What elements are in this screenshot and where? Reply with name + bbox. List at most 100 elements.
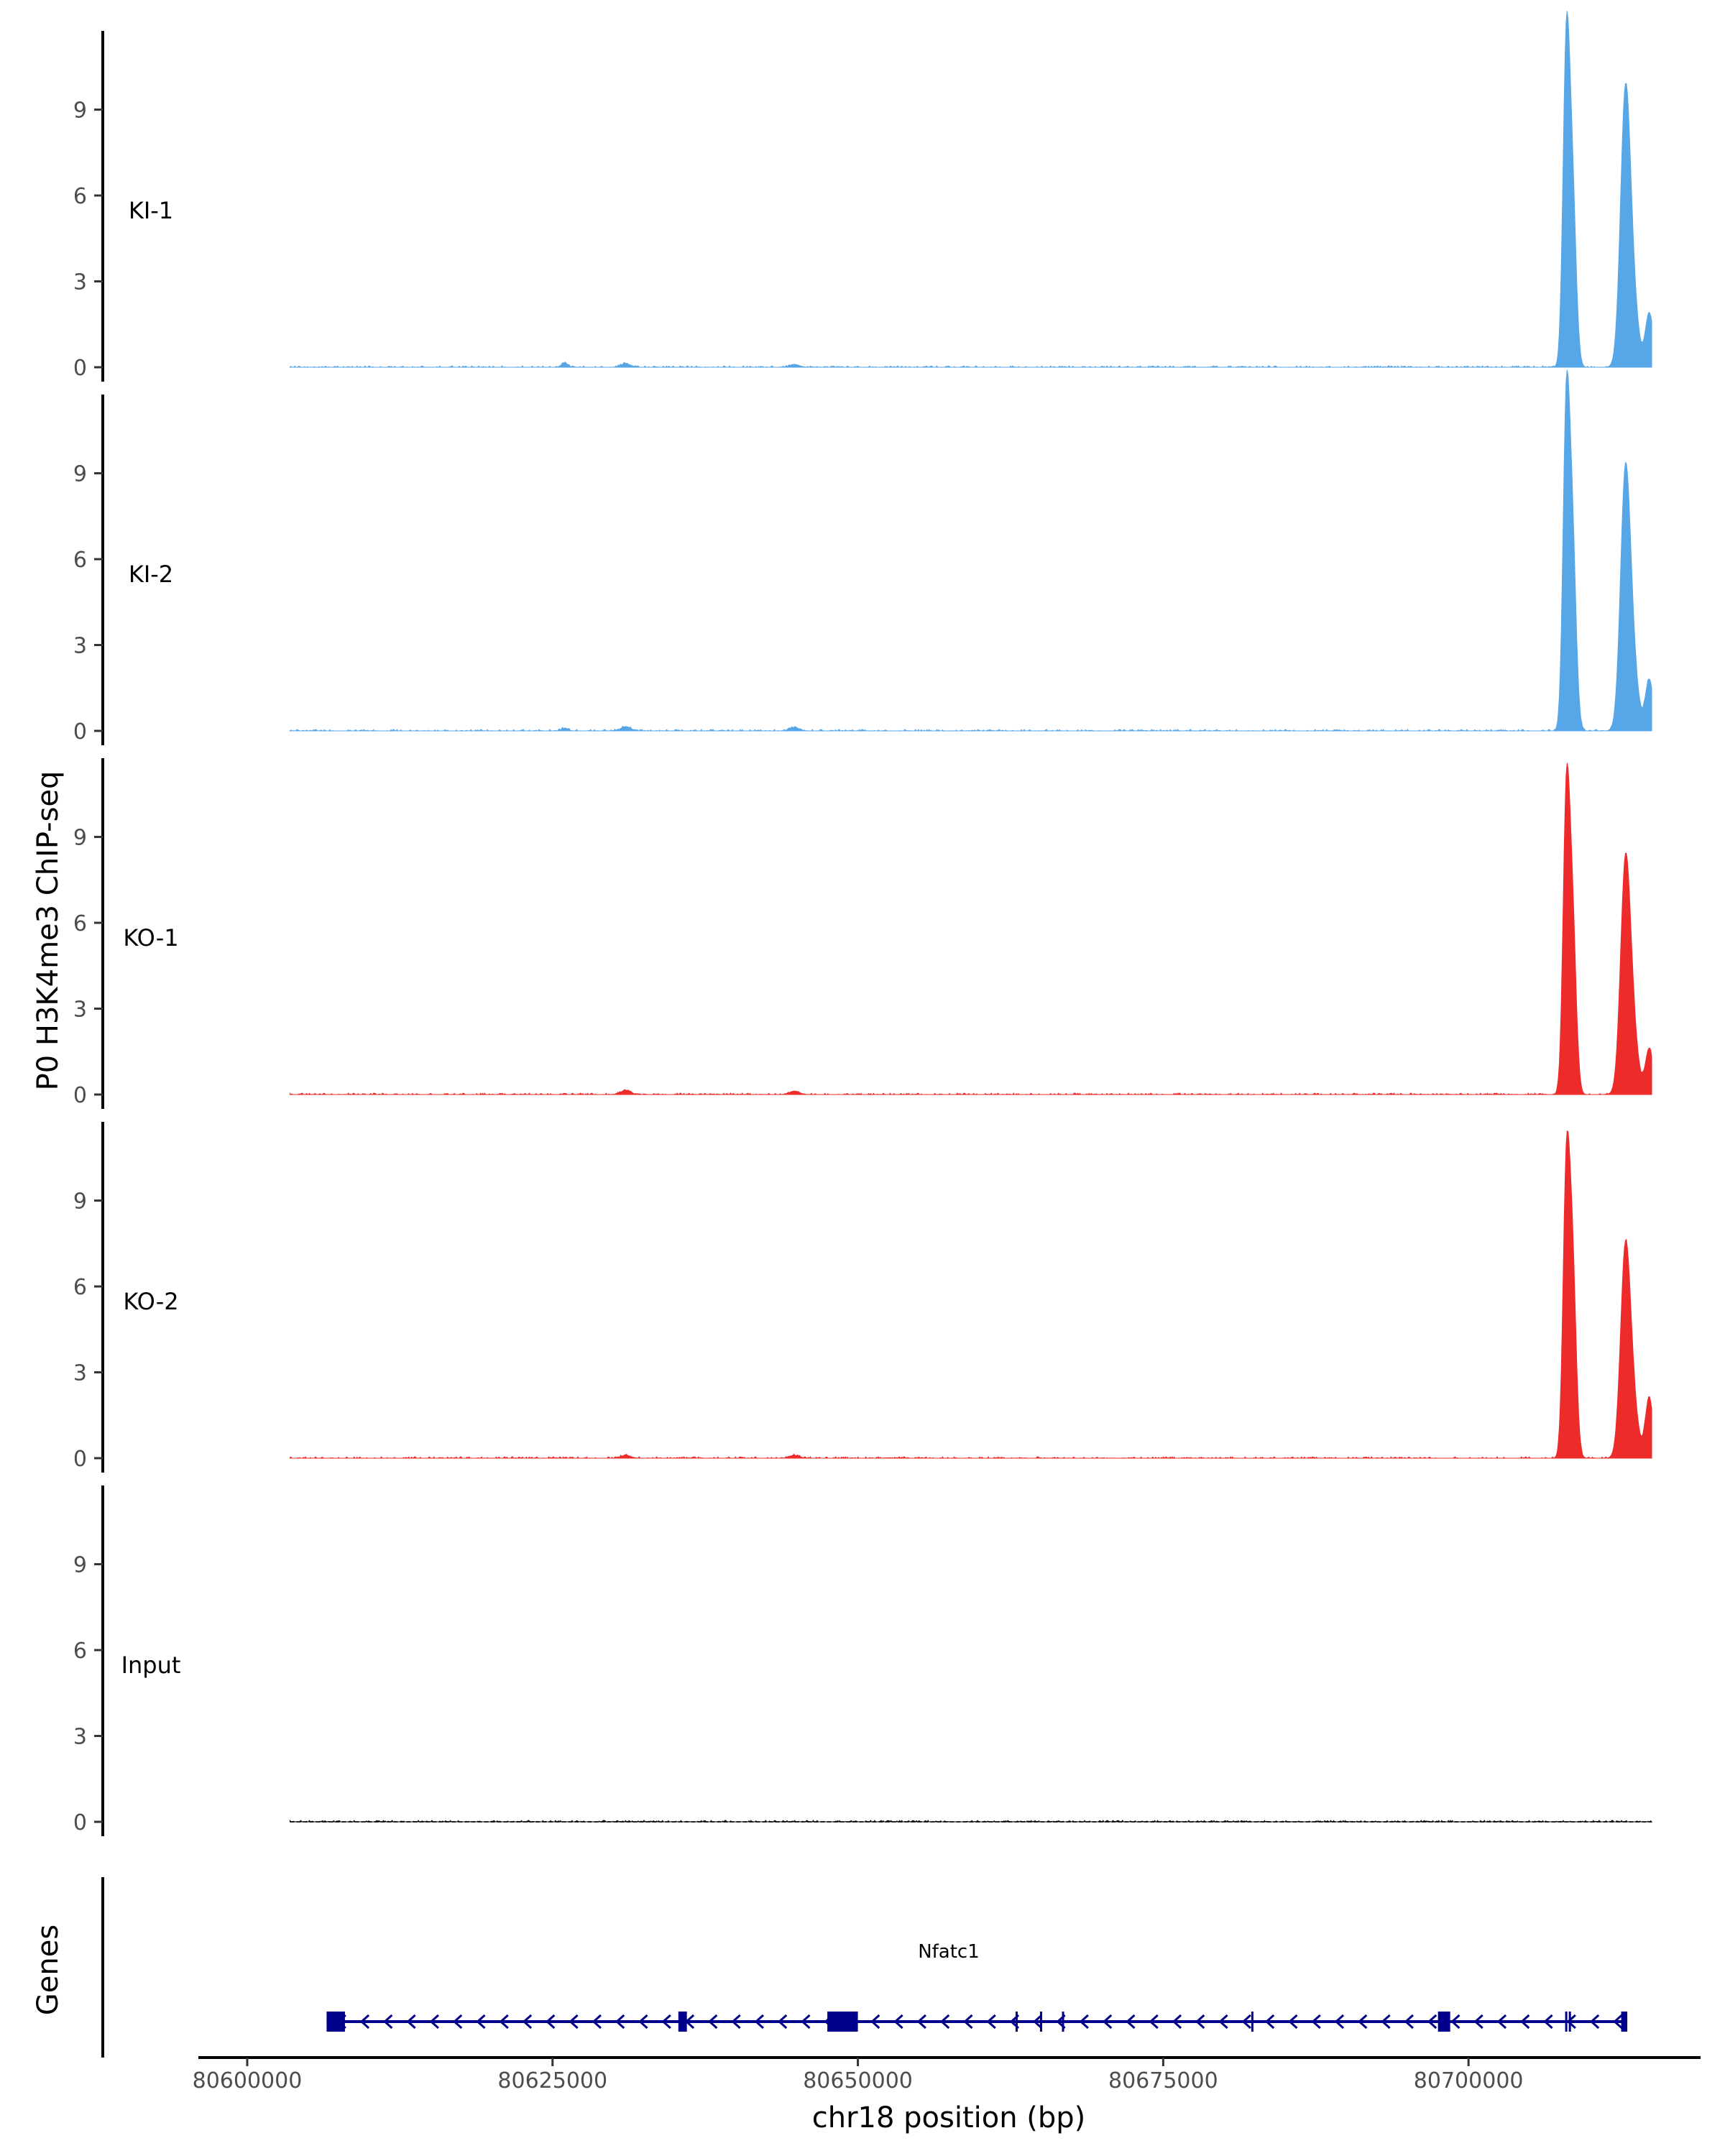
- strand-arrow: [1126, 2014, 1136, 2030]
- strand-arrow: [916, 2014, 926, 2030]
- y-tick-label: 6: [73, 548, 87, 573]
- x-tick-label: 80700000: [1414, 2068, 1524, 2093]
- strand-arrow: [1427, 2014, 1438, 2030]
- strand-arrow: [1195, 2014, 1205, 2030]
- y-tick-label: 6: [73, 184, 87, 209]
- strand-arrow: [1311, 2014, 1321, 2030]
- strand-arrow: [1520, 2014, 1530, 2030]
- y-axis-label: P0 H3K4me3 ChIP-seq: [32, 771, 65, 1091]
- strand-arrow: [499, 2014, 509, 2030]
- strand-arrow: [708, 2014, 718, 2030]
- y-tick-label: 6: [73, 1275, 87, 1300]
- strand-arrow: [1358, 2014, 1368, 2030]
- track-label: KO-1: [123, 924, 178, 952]
- y-tick-label: 9: [73, 826, 87, 851]
- track-ki-1: 0 3 6 9 KI-1: [73, 11, 1652, 382]
- strand-arrow: [939, 2014, 950, 2030]
- x-tick-label: 80600000: [193, 2068, 303, 2093]
- strand-arrow: [1381, 2014, 1391, 2030]
- coverage-area: [289, 763, 1652, 1095]
- strand-arrow: [1172, 2014, 1182, 2030]
- strand-arrow: [406, 2014, 416, 2030]
- y-tick-label: 3: [73, 1725, 87, 1750]
- strand-arrow: [1613, 2014, 1623, 2030]
- strand-arrow: [1264, 2014, 1275, 2030]
- genes-axis-label: Genes: [32, 1925, 65, 2015]
- strand-arrow: [1288, 2014, 1298, 2030]
- strand-arrow: [1543, 2014, 1553, 2030]
- track-ko-1: 0 3 6 9 KO-1: [73, 758, 1652, 1109]
- track-input: 0 3 6 9 Input: [73, 1485, 1653, 1836]
- y-tick-label: 3: [73, 998, 87, 1023]
- strand-arrow: [1218, 2014, 1228, 2030]
- track-label: KI-2: [129, 561, 173, 588]
- strand-arrow: [1241, 2014, 1251, 2030]
- genes-panel: Genes Nfatc1: [32, 1877, 1628, 2058]
- y-tick-label: 0: [73, 1083, 87, 1108]
- gene-name-label: Nfatc1: [918, 1941, 980, 1963]
- x-tick-label: 80675000: [1108, 2068, 1218, 2093]
- strand-arrow: [1079, 2014, 1089, 2030]
- coverage-area: [289, 369, 1652, 732]
- strand-arrow: [1450, 2014, 1460, 2030]
- y-tick-label: 0: [73, 1810, 87, 1835]
- strand-arrow: [731, 2014, 741, 2030]
- strand-arrow: [569, 2014, 579, 2030]
- strand-arrow: [777, 2014, 788, 2030]
- gene-exon: [1621, 2012, 1628, 2032]
- gene-exon: [678, 2012, 687, 2032]
- y-tick-label: 0: [73, 1447, 87, 1472]
- strand-arrow: [359, 2014, 370, 2030]
- track-label: KI-1: [129, 197, 173, 224]
- x-tick-label: 80650000: [803, 2068, 913, 2093]
- gene-exon: [827, 2012, 858, 2032]
- strand-arrow: [1102, 2014, 1113, 2030]
- x-tick-label: 80625000: [497, 2068, 607, 2093]
- x-axis-ticks: 80600000 80625000 80650000 80675000 80700000: [193, 2058, 1524, 2093]
- gene-model: [326, 2012, 1628, 2032]
- coverage-area: [289, 1130, 1652, 1459]
- strand-arrow: [986, 2014, 996, 2030]
- track-label: Input: [121, 1651, 181, 1679]
- strand-arrow: [429, 2014, 439, 2030]
- y-tick-label: 6: [73, 911, 87, 936]
- strand-arrow: [615, 2014, 625, 2030]
- y-tick-label: 6: [73, 1639, 87, 1664]
- strand-arrow: [1589, 2014, 1600, 2030]
- strand-arrow: [452, 2014, 463, 2030]
- strand-arrow: [476, 2014, 486, 2030]
- y-tick-label: 9: [73, 462, 87, 487]
- strand-arrow: [1473, 2014, 1484, 2030]
- strand-arrow: [592, 2014, 602, 2030]
- strand-arrow: [893, 2014, 903, 2030]
- y-tick-label: 0: [73, 356, 87, 381]
- y-tick-label: 9: [73, 1189, 87, 1215]
- strand-arrow: [1496, 2014, 1507, 2030]
- strand-arrow: [754, 2014, 764, 2030]
- strand-arrow: [546, 2014, 556, 2030]
- y-tick-label: 9: [73, 98, 87, 124]
- x-axis-label: chr18 position (bp): [812, 2101, 1086, 2134]
- strand-arrow: [522, 2014, 533, 2030]
- y-tick-label: 3: [73, 1361, 87, 1386]
- x-axis: 80600000 80625000 80650000 80675000 80700000…: [193, 2056, 1701, 2134]
- strand-arrow: [1566, 2014, 1576, 2030]
- track-ko-2: 0 3 6 9 KO-2: [73, 1122, 1652, 1473]
- strand-arrow: [383, 2014, 393, 2030]
- gene-exon: [326, 2012, 345, 2032]
- strand-arrow: [1149, 2014, 1159, 2030]
- strand-arrow: [1404, 2014, 1414, 2030]
- strand-arrow: [638, 2014, 648, 2030]
- gene-exon: [1438, 2012, 1450, 2032]
- strand-arrow: [1334, 2014, 1345, 2030]
- track-label: KO-2: [123, 1288, 178, 1315]
- coverage-area: [289, 11, 1652, 368]
- y-tick-label: 9: [73, 1553, 87, 1578]
- strand-arrow: [963, 2014, 973, 2030]
- strand-arrow: [1033, 2014, 1043, 2030]
- strand-arrow: [870, 2014, 880, 2030]
- strand-arrow: [801, 2014, 811, 2030]
- strand-arrow: [661, 2014, 671, 2030]
- track-ki-2: 0 3 6 9 KI-2: [73, 369, 1652, 745]
